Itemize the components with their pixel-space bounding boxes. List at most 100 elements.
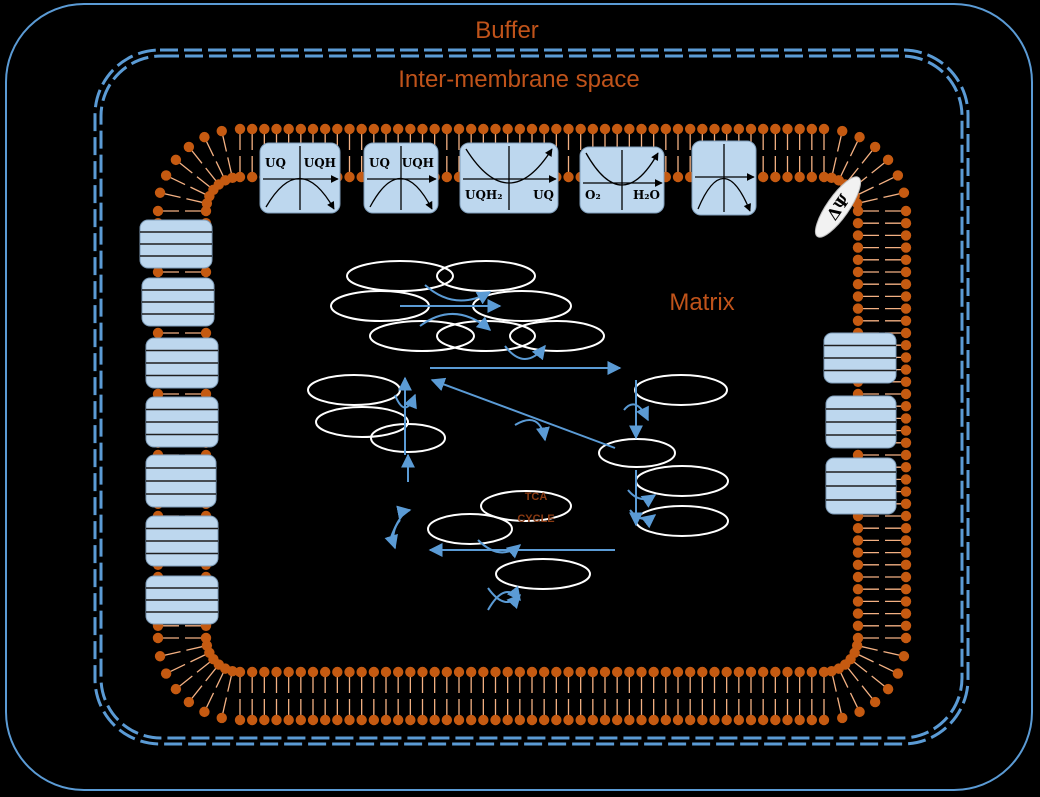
- lipid-head: [900, 254, 912, 265]
- lipid-head: [234, 171, 246, 183]
- complex-2: UQ UQH: [363, 142, 439, 214]
- metabolite-node: [436, 260, 536, 292]
- lipid-head: [900, 315, 912, 326]
- lipid-head: [818, 714, 830, 726]
- lipid-head: [453, 666, 465, 678]
- lipid-head: [234, 714, 246, 726]
- tca-label-line1: TCA: [525, 491, 548, 503]
- lipid-head: [806, 123, 818, 135]
- lipid-head: [721, 666, 732, 678]
- lipid-head: [183, 696, 195, 708]
- lipid-head: [636, 123, 647, 135]
- lipid-head: [575, 123, 586, 135]
- intermembrane-label: Inter-membrane space: [398, 66, 639, 93]
- lipid-head: [782, 666, 793, 678]
- lipid-head: [417, 714, 428, 726]
- lipid-head: [216, 712, 227, 724]
- reaction-arrow: [424, 284, 492, 305]
- lipid-head: [490, 714, 501, 726]
- lipid-head: [818, 666, 830, 678]
- lipid-head: [152, 205, 164, 217]
- lipid-head: [900, 608, 912, 619]
- lipid-head: [852, 535, 864, 546]
- lipid-head: [563, 714, 574, 726]
- lipid-head: [453, 123, 465, 135]
- lipid-head: [356, 714, 367, 726]
- lipid-head: [900, 486, 912, 497]
- lipid-head: [892, 668, 904, 679]
- lipid-head: [170, 154, 182, 166]
- lipid-head: [852, 242, 864, 253]
- lipid-head: [900, 620, 912, 631]
- metabolite-node: [495, 558, 591, 590]
- lipid-head: [380, 666, 392, 678]
- lipid-head: [551, 666, 562, 678]
- lipid-head: [709, 123, 720, 135]
- lipid-head: [271, 714, 282, 726]
- lipid-head: [526, 666, 538, 678]
- lipid-head: [332, 666, 343, 678]
- lipid-head: [900, 498, 912, 509]
- lipid-head: [575, 714, 586, 726]
- lipid-head: [246, 666, 258, 678]
- lipid-head: [648, 714, 659, 726]
- lipid-head: [344, 123, 355, 135]
- complex-1: UQ UQH: [259, 142, 341, 214]
- lipid-head: [624, 123, 635, 135]
- lipid-head: [405, 666, 416, 678]
- complex-3: UQH₂ UQ: [459, 142, 559, 214]
- lipid-head: [900, 352, 912, 363]
- lipid-head: [368, 666, 380, 678]
- complex-left-label: UQH₂: [465, 188, 503, 202]
- lipid-head: [660, 666, 672, 678]
- lipid-head: [216, 125, 227, 137]
- lipid-head: [900, 584, 912, 595]
- lipid-head: [200, 266, 212, 278]
- lipid-head: [854, 131, 865, 143]
- lipid-head: [782, 171, 793, 183]
- lipid-head: [563, 171, 574, 183]
- lipid-head: [429, 666, 440, 678]
- lipid-head: [563, 666, 574, 678]
- complex-curve: [265, 178, 335, 210]
- lipid-head: [672, 123, 684, 135]
- lipid-head: [490, 666, 501, 678]
- lipid-head: [892, 170, 904, 181]
- lipid-head: [154, 187, 166, 198]
- lipid-head: [199, 706, 210, 718]
- lipid-head: [770, 714, 781, 726]
- lipid-head: [900, 547, 912, 558]
- lipid-head: [624, 666, 635, 678]
- lipid-head: [869, 696, 881, 708]
- outer-cell-boundary: [5, 3, 1033, 791]
- lipid-head: [307, 714, 319, 726]
- lipid-head: [587, 666, 599, 678]
- lipid-head: [246, 123, 258, 135]
- respiratory-complexes: UQ UQH UQ UQH UQH₂ UQ O₂ H₂O: [259, 140, 757, 216]
- lipid-head: [900, 279, 912, 290]
- lipid-head: [745, 714, 757, 726]
- lipid-head: [900, 474, 912, 485]
- lipid-head: [587, 714, 599, 726]
- lipid-head: [794, 123, 805, 135]
- reaction-arrow: [430, 377, 616, 449]
- lipid-head: [502, 666, 513, 678]
- lipid-head: [900, 632, 912, 644]
- lipid-head: [757, 171, 769, 183]
- lipid-head: [611, 123, 623, 135]
- lipid-head: [319, 123, 331, 135]
- metabolite-node: [307, 374, 401, 406]
- lipid-head: [170, 683, 182, 695]
- metabolite-node: [634, 374, 728, 406]
- metabolite-node: [427, 513, 513, 545]
- lipid-head: [900, 364, 912, 375]
- lipid-head: [900, 510, 912, 522]
- lipid-head: [660, 123, 672, 135]
- lipid-head: [709, 666, 720, 678]
- lipid-head: [344, 666, 355, 678]
- lipid-head: [514, 123, 526, 135]
- lipid-head: [368, 123, 380, 135]
- lipid-head: [551, 714, 562, 726]
- lipid-head: [271, 666, 282, 678]
